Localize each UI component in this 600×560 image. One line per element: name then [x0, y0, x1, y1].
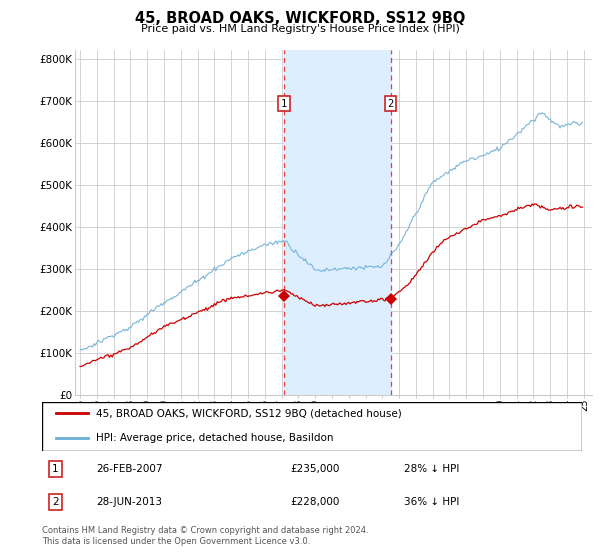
Text: 1: 1: [281, 99, 287, 109]
Text: 45, BROAD OAKS, WICKFORD, SS12 9BQ (detached house): 45, BROAD OAKS, WICKFORD, SS12 9BQ (deta…: [96, 408, 402, 418]
Text: 28-JUN-2013: 28-JUN-2013: [96, 497, 162, 507]
Text: £235,000: £235,000: [290, 464, 340, 474]
Text: 36% ↓ HPI: 36% ↓ HPI: [404, 497, 459, 507]
Text: 1: 1: [52, 464, 59, 474]
Text: £228,000: £228,000: [290, 497, 340, 507]
Text: 28% ↓ HPI: 28% ↓ HPI: [404, 464, 459, 474]
Bar: [284, 50, 391, 395]
Text: Price paid vs. HM Land Registry's House Price Index (HPI): Price paid vs. HM Land Registry's House …: [140, 24, 460, 34]
Text: Contains HM Land Registry data © Crown copyright and database right 2024.
This d: Contains HM Land Registry data © Crown c…: [42, 526, 368, 546]
Text: 2: 2: [52, 497, 59, 507]
Text: 26-FEB-2007: 26-FEB-2007: [96, 464, 163, 474]
Text: 2: 2: [388, 99, 394, 109]
Text: HPI: Average price, detached house, Basildon: HPI: Average price, detached house, Basi…: [96, 433, 334, 443]
Text: 45, BROAD OAKS, WICKFORD, SS12 9BQ: 45, BROAD OAKS, WICKFORD, SS12 9BQ: [135, 11, 465, 26]
